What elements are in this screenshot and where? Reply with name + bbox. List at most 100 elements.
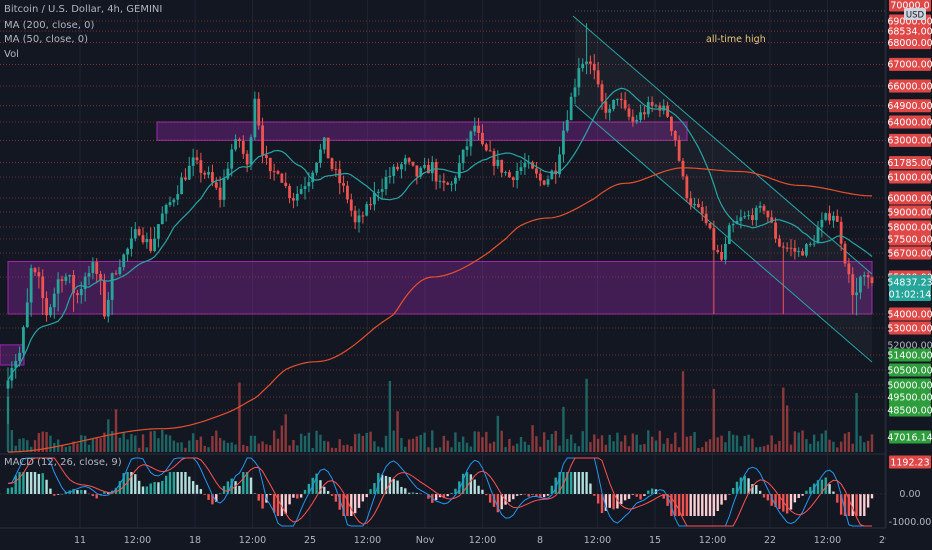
macd-histogram-bar: [504, 494, 507, 505]
candle-body: [95, 262, 99, 275]
macd-histogram-bar: [801, 494, 804, 496]
volume-bar: [361, 435, 365, 452]
last-price-label: 54837.23: [887, 278, 932, 289]
macd-histogram-bar: [427, 494, 430, 499]
volume-bar: [22, 438, 25, 452]
candle-body: [585, 61, 588, 64]
candle-body: [430, 161, 434, 174]
volume-bar: [778, 440, 781, 452]
price-tick-label: 52000.00: [887, 340, 932, 351]
volume-bar: [346, 444, 349, 452]
candle-body: [419, 167, 423, 177]
volume-bar: [685, 436, 689, 452]
volume-bar: [288, 445, 291, 452]
volume-bar: [681, 371, 685, 452]
macd-histogram-bar: [647, 490, 650, 494]
volume-bar: [272, 430, 276, 452]
volume-bar: [26, 440, 29, 452]
candle-body: [866, 275, 870, 278]
volume-bar: [407, 439, 411, 452]
volume-bar: [469, 446, 473, 452]
volume-bar: [843, 433, 847, 452]
macd-histogram-bar: [272, 494, 276, 513]
volume-bar: [708, 439, 712, 452]
volume-bar: [168, 435, 172, 452]
volume-bar: [658, 430, 662, 452]
volume-bar: [859, 435, 862, 452]
volume-bar: [809, 443, 812, 452]
macd-histogram-bar: [365, 494, 368, 498]
volume-bar: [415, 436, 419, 452]
candle-body: [357, 215, 361, 223]
volume-bar: [68, 445, 71, 452]
level-red-tag: [889, 232, 931, 246]
macd-histogram-bar: [215, 494, 218, 502]
macd-histogram-bar: [6, 488, 10, 494]
macd-histogram-bar: [870, 494, 874, 499]
volume-bar: [701, 447, 704, 452]
candle-body: [677, 140, 681, 161]
volume-bar: [103, 432, 106, 452]
candle-body: [442, 180, 446, 183]
candle-body: [859, 276, 862, 293]
volume-bar: [188, 440, 191, 452]
macd-value-label: 1192.23: [890, 457, 929, 468]
candle-body: [130, 238, 133, 249]
volume-bar: [157, 438, 160, 452]
volume-bar: [812, 434, 816, 452]
volume-bar: [832, 441, 835, 452]
volume-bar: [411, 438, 415, 452]
level-red-label: 56700.00: [887, 248, 932, 259]
macd-histogram-bar: [766, 494, 770, 501]
macd-histogram-bar: [573, 472, 577, 494]
volume-bars: [6, 371, 874, 452]
volume-bar: [265, 444, 268, 452]
candle-body: [87, 272, 91, 277]
volume-bar: [149, 431, 152, 452]
volume-bar: [758, 446, 762, 452]
macd-histogram-bar: [743, 475, 746, 494]
macd-histogram-bar: [681, 494, 685, 516]
last-price-tag: [889, 275, 931, 302]
volume-bar: [323, 440, 326, 452]
volume-bar: [33, 440, 37, 452]
candle-body: [64, 276, 68, 282]
volume-bar: [539, 446, 542, 452]
volume-bar: [87, 444, 91, 452]
candle-body: [388, 175, 392, 178]
level-red-label: 67000.00: [887, 60, 932, 71]
macd-histogram-bar: [137, 480, 141, 494]
macd-histogram-bar: [161, 480, 164, 494]
macd-histogram-bar: [238, 485, 241, 494]
candle-body: [538, 173, 542, 181]
macd-histogram-bar: [45, 479, 48, 494]
macd-histogram-bar: [755, 484, 758, 494]
candle-body: [403, 158, 407, 165]
candle-body: [542, 180, 546, 185]
macd-histogram-bar: [508, 494, 511, 502]
macd-histogram-bar: [492, 494, 496, 507]
macd-histogram-bar: [53, 494, 56, 496]
candle-body: [160, 213, 164, 225]
level-red-tag: [889, 115, 931, 129]
volume-bar: [311, 447, 314, 452]
volume-bar: [828, 439, 831, 452]
candle-body: [569, 96, 573, 121]
macd-histogram-bar: [249, 477, 253, 494]
candle-body: [828, 213, 831, 221]
candle-body: [392, 166, 396, 176]
candle-body: [145, 238, 149, 243]
macd-histogram-bar: [454, 488, 457, 494]
level-red-tag: [889, 220, 931, 234]
volume-bar: [442, 435, 446, 452]
candle-body: [666, 105, 669, 117]
candle-body: [747, 215, 750, 217]
candle-body: [427, 164, 430, 174]
volume-bar: [369, 431, 372, 452]
macd-histogram-bar: [469, 474, 473, 494]
candle-body: [299, 189, 303, 194]
volume-bar: [122, 431, 125, 452]
candle-body: [369, 204, 372, 206]
